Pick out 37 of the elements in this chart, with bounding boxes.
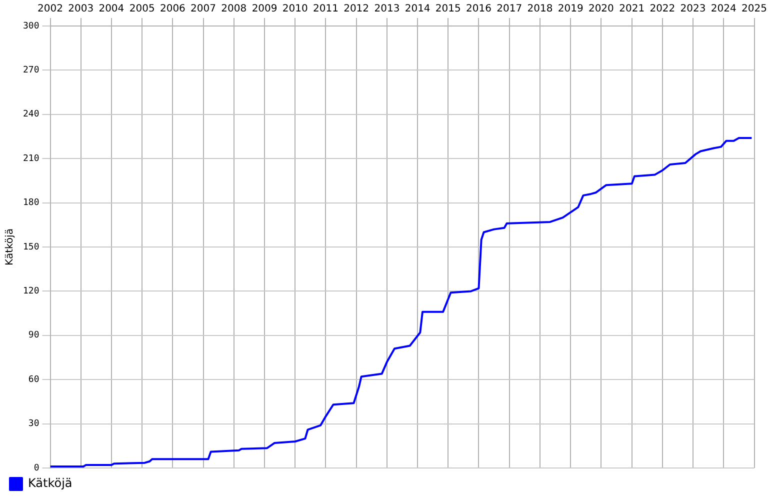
y-tick-label: 30 [28, 419, 40, 430]
x-tick-label: 2020 [588, 4, 614, 15]
x-tick-label: 2010 [282, 4, 308, 15]
y-tick-label: 210 [22, 154, 40, 164]
y-tick-label: 0 [34, 463, 40, 474]
x-tick-label: 2018 [527, 4, 553, 15]
x-tick-label: 2015 [435, 4, 461, 15]
x-tick-label: 2003 [68, 4, 94, 15]
y-tick-label: 270 [22, 66, 40, 76]
y-tick-label: 90 [28, 330, 40, 341]
x-tick-label: 2022 [650, 4, 676, 15]
y-tick-label: 150 [22, 242, 40, 252]
x-tick-label: 2011 [312, 4, 338, 15]
x-tick-label: 2009 [252, 4, 278, 15]
y-tick-label: 180 [22, 198, 40, 208]
y-tick-label: 300 [22, 21, 40, 32]
x-tick-label: 2008 [221, 4, 247, 15]
x-tick-label: 2007 [190, 4, 216, 15]
x-tick-label: 2002 [38, 4, 63, 15]
x-tick-label: 2012 [344, 4, 370, 15]
x-tick-label: 2014 [404, 4, 430, 15]
x-tick-label: 2024 [710, 4, 736, 15]
x-tick-label: 2006 [160, 4, 186, 15]
x-tick-label: 2005 [129, 4, 155, 15]
x-tick-label: 2025 [742, 4, 767, 15]
x-tick-label: 2016 [466, 4, 492, 15]
y-tick-label: 60 [28, 374, 40, 385]
x-tick-label: 2023 [680, 4, 706, 15]
legend-label: Kätköjä [28, 476, 72, 490]
y-axis-title: Kätköjä [4, 228, 16, 266]
x-tick-label: 2013 [374, 4, 400, 15]
x-tick-label: 2021 [619, 4, 645, 15]
x-tick-label: 2019 [558, 4, 584, 15]
x-tick-label: 2004 [98, 4, 124, 15]
y-tick-label: 120 [22, 286, 40, 297]
x-tick-label: 2017 [496, 4, 522, 15]
y-tick-label: 240 [22, 110, 40, 120]
